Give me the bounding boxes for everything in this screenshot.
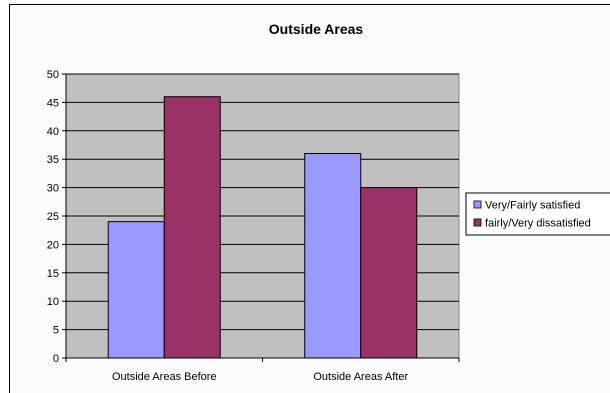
legend-swatch-fairly-very-dissatisfied (473, 218, 482, 227)
x-axis-ticks: Outside Areas Before Outside Areas After (65, 358, 460, 383)
y-tick-label: 5 (53, 325, 59, 337)
y-tick-label: 35 (47, 154, 59, 166)
x-tick-label: Outside Areas Before (112, 371, 217, 383)
y-tick-label: 50 (47, 69, 59, 81)
y-tick-label: 40 (47, 126, 59, 138)
bar-fairly-very-dissatisfied-2 (360, 187, 418, 359)
legend-label-fairly-very-dissatisfied: fairly/Very dissatisfied (485, 218, 591, 230)
legend: Very/Fairly satisfied fairly/Very dissat… (465, 192, 610, 236)
x-tick-label: Outside Areas After (313, 371, 408, 383)
y-tick-label: 45 (47, 97, 59, 109)
y-tick-label: 0 (53, 353, 59, 365)
legend-swatch-very-fairly-satisfied (473, 200, 482, 209)
legend-box (465, 192, 610, 236)
legend-label-very-fairly-satisfied: Very/Fairly satisfied (485, 200, 580, 212)
y-tick-label: 30 (47, 183, 59, 195)
bar-very-fairly-satisfied-1 (107, 221, 165, 359)
bar-very-fairly-satisfied-2 (304, 153, 362, 359)
y-tick-label: 10 (47, 296, 59, 308)
y-axis-ticks: 0 5 10 15 20 25 30 35 40 45 50 (47, 69, 66, 365)
y-tick-label: 20 (47, 239, 59, 251)
y-tick-label: 25 (47, 211, 59, 223)
chart-title: Outside Areas (269, 21, 364, 37)
y-tick-label: 15 (47, 268, 59, 280)
bar-fairly-very-dissatisfied-1 (163, 96, 221, 359)
bars (107, 96, 418, 359)
